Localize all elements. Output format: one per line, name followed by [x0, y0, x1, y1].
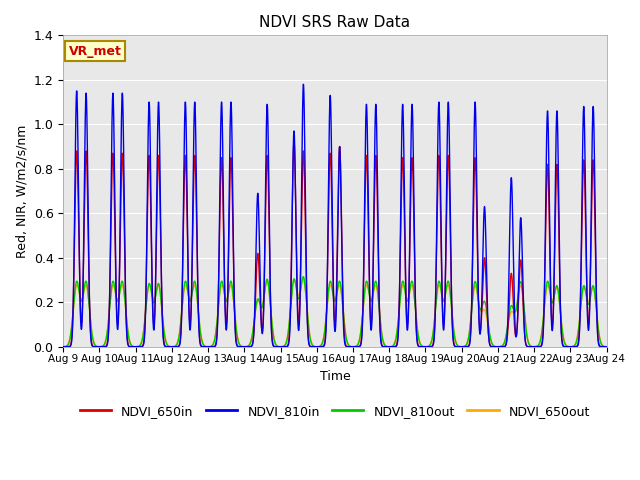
Text: VR_met: VR_met [68, 45, 122, 58]
Title: NDVI SRS Raw Data: NDVI SRS Raw Data [259, 15, 410, 30]
X-axis label: Time: Time [319, 370, 350, 383]
Y-axis label: Red, NIR, W/m2/s/nm: Red, NIR, W/m2/s/nm [15, 124, 28, 258]
Legend: NDVI_650in, NDVI_810in, NDVI_810out, NDVI_650out: NDVI_650in, NDVI_810in, NDVI_810out, NDV… [75, 400, 595, 423]
